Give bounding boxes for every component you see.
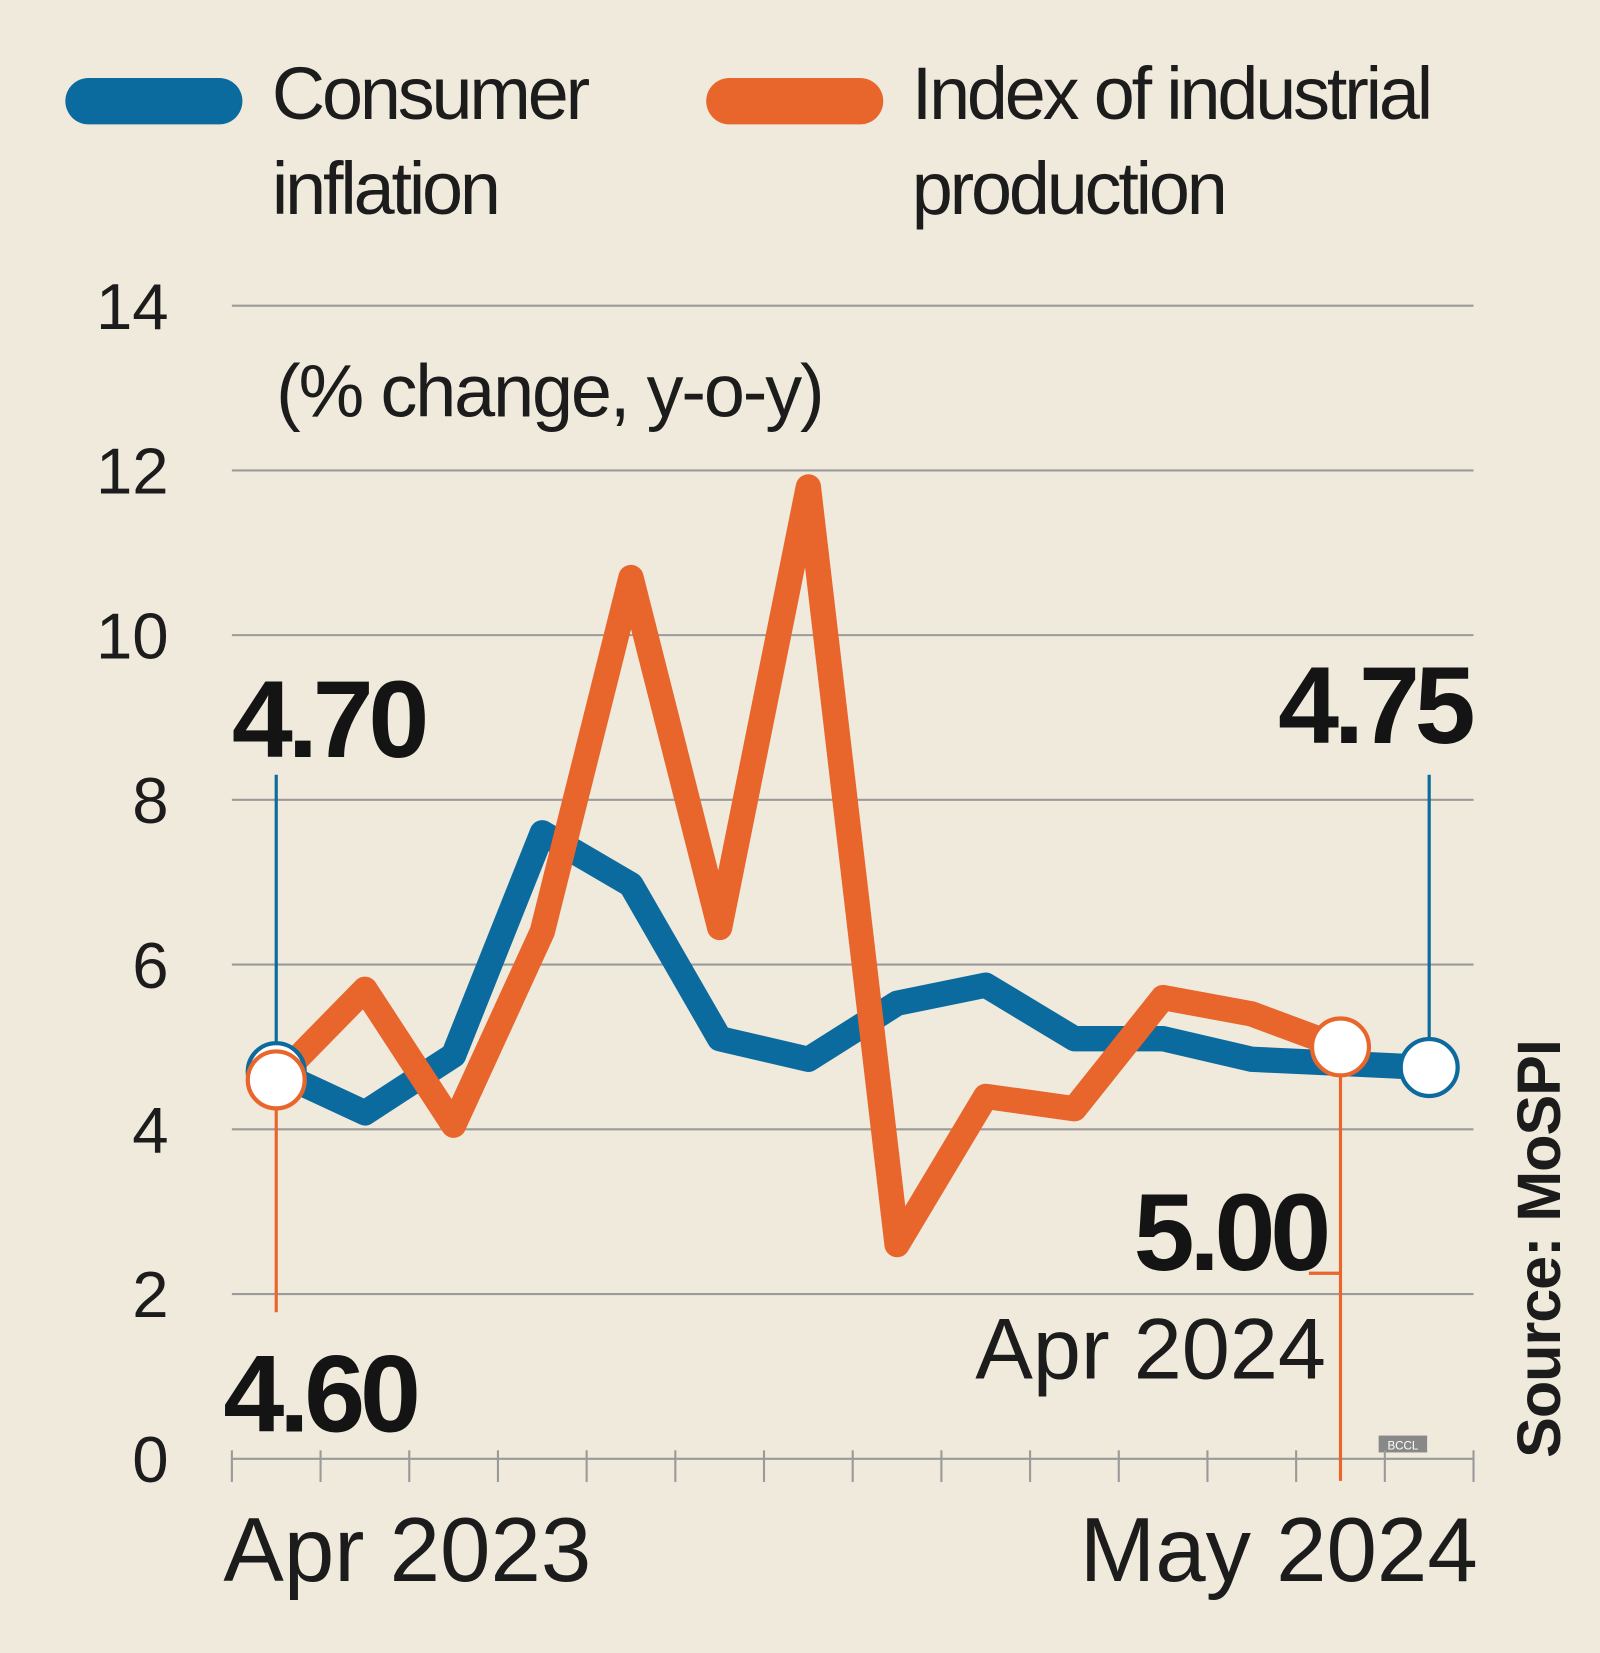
- legend-swatch: [706, 77, 884, 125]
- end-marker: [245, 1049, 307, 1111]
- end-marker: [1398, 1036, 1460, 1099]
- legend-label: Consumer inflation: [271, 52, 590, 230]
- y-tick-label: 12: [96, 435, 169, 508]
- credit: BCCL: [1387, 1440, 1418, 1452]
- y-tick-label: 8: [132, 764, 168, 837]
- series-line: [263, 820, 1442, 1126]
- source: Source: MoSPI: [1505, 1040, 1573, 1458]
- value-label: 5.00: [1134, 1172, 1328, 1294]
- value-label: 4.75: [1278, 645, 1473, 767]
- series-line: [263, 474, 1354, 1258]
- annotation: Apr 2024: [975, 1302, 1326, 1398]
- y-tick-label: 0: [132, 1423, 168, 1496]
- end-marker: [1309, 1016, 1372, 1078]
- value-label: 4.60: [223, 1333, 417, 1455]
- credit-box: [1378, 1435, 1428, 1453]
- value-label: 4.70: [232, 659, 426, 781]
- legend-swatch: [65, 77, 243, 125]
- x-tick-label: Apr 2023: [223, 1500, 591, 1601]
- subtitle: (% change, y-o-y): [276, 349, 822, 432]
- y-tick-label: 4: [132, 1093, 168, 1166]
- y-tick-label: 10: [96, 599, 169, 672]
- y-tick-label: 6: [132, 929, 168, 1002]
- x-tick-label: May 2024: [1080, 1500, 1478, 1601]
- y-tick-label: 14: [96, 270, 169, 343]
- legend-label: Index of industrial production: [911, 52, 1433, 230]
- y-tick-label: 2: [132, 1258, 168, 1331]
